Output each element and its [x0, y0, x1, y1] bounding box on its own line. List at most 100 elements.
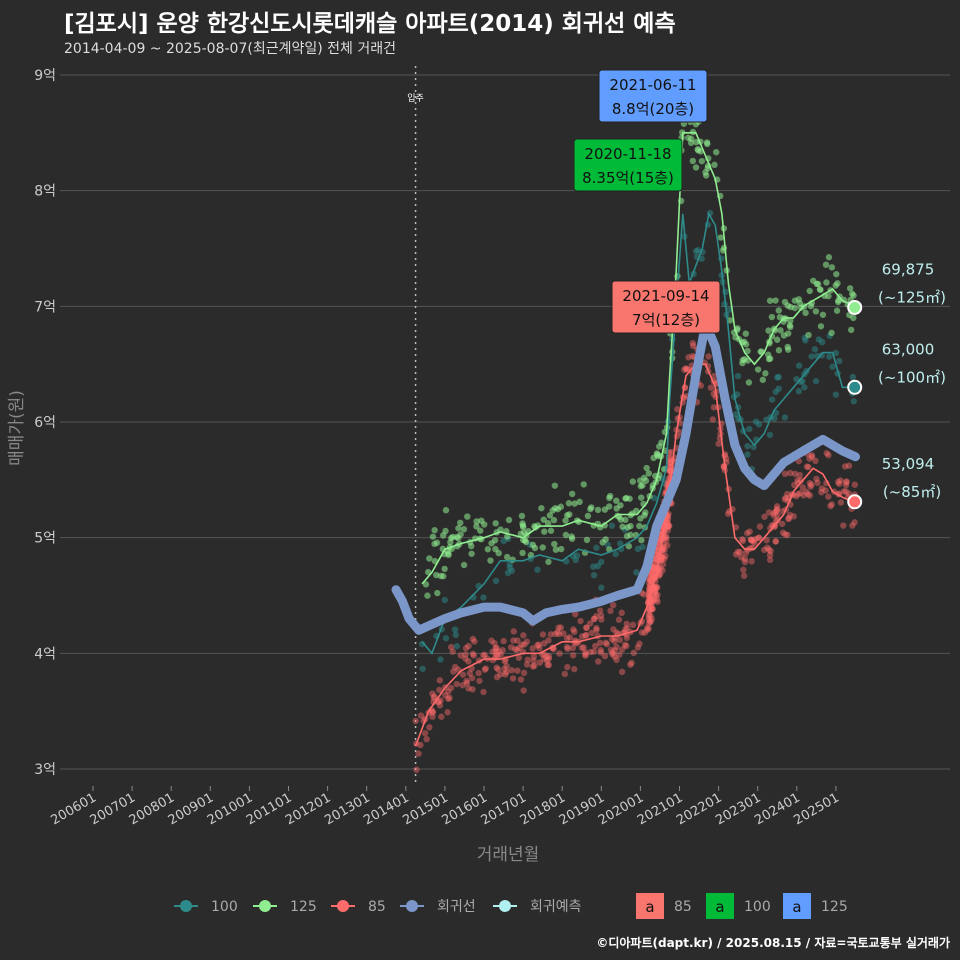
scatter-point-85: [488, 637, 495, 644]
scatter-point-85: [740, 572, 748, 579]
legend-box-label: 125: [821, 899, 848, 915]
regression-line: [391, 319, 860, 635]
scatter-point-85: [638, 629, 646, 636]
scatter-point-125: [787, 323, 794, 331]
scatter-point-85: [462, 651, 469, 658]
scatter-point-85: [649, 598, 656, 605]
scatter-point-85: [470, 652, 478, 659]
scatter-point-125: [464, 513, 471, 520]
scatter-point-85: [502, 671, 509, 678]
scatter-point-85: [524, 656, 531, 663]
scatter-point-125: [491, 537, 499, 544]
scatter-point-85: [431, 693, 438, 700]
scatter-point-85: [648, 571, 656, 578]
scatter-point-85: [664, 527, 671, 534]
scatter-point-85: [607, 607, 614, 615]
scatter-point-125: [639, 482, 646, 489]
scatter-point-85: [417, 741, 424, 749]
forecast-point-100: [847, 379, 863, 395]
scatter-point-85: [794, 491, 802, 498]
scatter-point-85: [797, 489, 804, 497]
scatter-point-85: [814, 479, 821, 486]
scatter-point-125: [457, 531, 464, 538]
end-label-value-85: 53,094: [882, 455, 935, 473]
scatter-point-85: [497, 651, 504, 658]
scatter-point-85: [803, 463, 811, 470]
scatter-point-125: [638, 494, 645, 501]
scatter-point-125: [744, 347, 751, 355]
scatter-point-85: [593, 624, 600, 632]
chart-subtitle: 2014-04-09 ~ 2025-08-07(최근계약일) 전체 거래건: [64, 41, 396, 57]
scatter-point-85: [782, 531, 789, 538]
legend-box-85: [636, 893, 664, 919]
scatter-point-85: [807, 483, 814, 490]
scatter-point-125: [819, 311, 827, 318]
scatter-point-85: [746, 528, 753, 535]
scatter-point-85: [779, 520, 786, 528]
scatter-point-125: [568, 535, 576, 542]
scatter-point-85: [654, 591, 661, 599]
scatter-point-85: [741, 558, 749, 566]
scatter-point-125: [626, 495, 633, 502]
scatter-point-85: [497, 671, 504, 678]
scatter-point-85: [689, 339, 696, 347]
scatter-point-85: [569, 652, 577, 659]
scatter-point-125: [619, 523, 626, 530]
scatter-point-85: [597, 649, 605, 656]
scatter-point-85: [492, 644, 499, 652]
scatter-point-85: [645, 580, 653, 587]
scatter-point-125: [698, 157, 706, 165]
scatter-point-85: [540, 656, 548, 663]
scatter-point-85: [732, 551, 740, 558]
scatter-point-85: [623, 620, 630, 628]
scatter-point-85: [755, 534, 762, 542]
scatter-point-100: [593, 544, 600, 551]
scatter-point-125: [812, 308, 820, 315]
scatter-point-100: [835, 357, 843, 365]
scatter-point-125: [802, 309, 809, 317]
scatter-point-100: [442, 635, 450, 642]
scatter-point-85: [751, 539, 758, 546]
scatter-point-85: [841, 463, 849, 470]
scatter-point-100: [633, 569, 640, 576]
scatter-point-85: [607, 646, 615, 654]
scatter-point-125: [641, 512, 648, 519]
scatter-point-85: [613, 656, 620, 664]
scatter-point-85: [436, 686, 443, 694]
scatter-point-125: [460, 561, 468, 569]
scatter-point-85: [662, 552, 669, 560]
scatter-point-85: [423, 735, 430, 743]
scatter-point-85: [750, 537, 757, 545]
scatter-point-85: [465, 658, 472, 665]
scatter-point-85: [510, 637, 517, 644]
scatter-point-125: [468, 550, 475, 557]
scatter-point-85: [590, 615, 598, 623]
scatter-point-125: [692, 164, 700, 171]
scatter-point-85: [536, 644, 543, 652]
scatter-point-85: [685, 354, 692, 361]
scatter-point-85: [653, 551, 660, 559]
scatter-point-85: [616, 651, 623, 658]
scatter-point-85: [845, 490, 853, 497]
scatter-point-85: [499, 646, 506, 654]
scatter-point-125: [552, 546, 560, 553]
scatter-point-100: [639, 543, 646, 551]
scatter-point-85: [654, 598, 661, 605]
scatter-point-85: [597, 646, 604, 654]
scatter-point-85: [450, 668, 457, 675]
scatter-point-85: [646, 618, 654, 625]
scatter-point-85: [793, 492, 800, 500]
scatter-point-100: [811, 346, 819, 353]
scatter-point-85: [563, 635, 571, 642]
scatter-point-85: [441, 691, 449, 699]
scatter-point-100: [598, 558, 605, 566]
scatter-point-85: [734, 548, 742, 555]
scatter-point-125: [563, 512, 571, 519]
scatter-point-100: [572, 556, 579, 564]
scatter-point-125: [601, 506, 609, 513]
scatter-point-100: [815, 336, 823, 343]
scatter-point-85: [534, 642, 541, 649]
scatter-point-85: [582, 652, 589, 659]
scatter-point-85: [828, 501, 835, 508]
scatter-point-85: [647, 575, 654, 583]
